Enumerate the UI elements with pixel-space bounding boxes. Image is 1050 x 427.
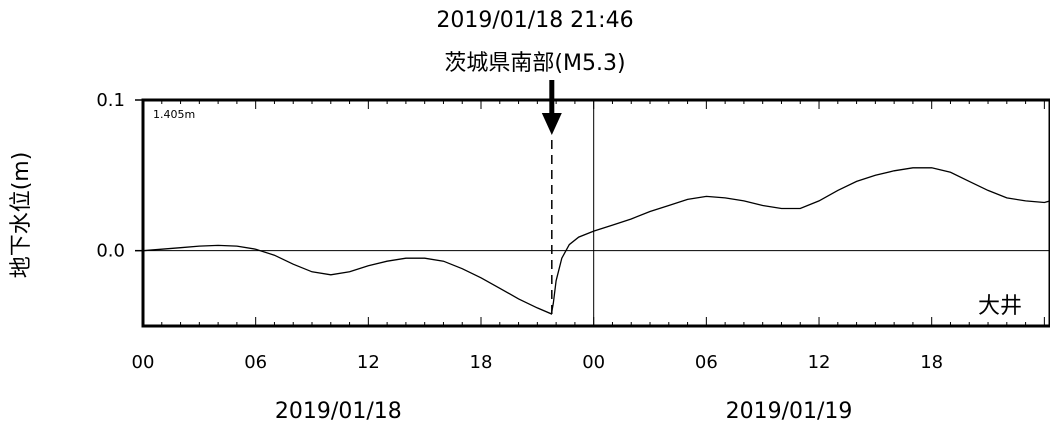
- x-tick-label: 00: [582, 352, 605, 373]
- event-datetime: 2019/01/18 21:46: [436, 8, 633, 33]
- plot-frame: [141, 98, 1050, 328]
- date-label: 2019/01/18: [275, 399, 402, 424]
- x-tick-label: 06: [695, 352, 718, 373]
- x-tick-label: 12: [808, 352, 831, 373]
- y-tick-label: 0.0: [96, 241, 125, 262]
- x-tick-label: 18: [470, 352, 493, 373]
- reference-value: 1.405m: [153, 108, 195, 121]
- x-tick-label: 06: [244, 352, 267, 373]
- date-label: 2019/01/19: [726, 399, 853, 424]
- groundwater-series-line: [142, 167, 1050, 315]
- event-name: 茨城県南部(M5.3): [444, 51, 625, 76]
- y-tick-label: 0.1: [96, 90, 125, 111]
- y-axis-label: 地下水位(m): [9, 152, 34, 279]
- x-tick-label: 00: [132, 352, 155, 373]
- station-label: 大井: [978, 294, 1022, 319]
- event-arrow-head: [541, 113, 562, 135]
- x-tick-label: 18: [920, 352, 943, 373]
- x-tick-label: 12: [357, 352, 380, 373]
